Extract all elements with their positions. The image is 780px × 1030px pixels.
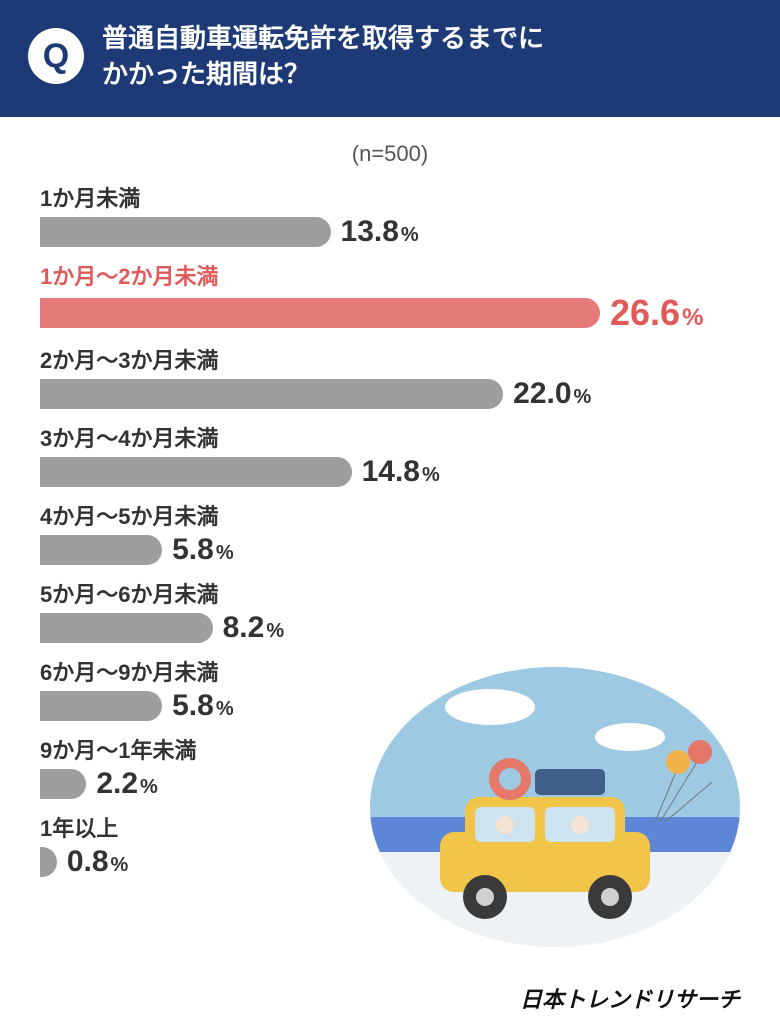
bar-fill [40, 691, 162, 721]
bar-label: 1か月～2か月未満 [40, 259, 740, 291]
bar-item: 5か月～6か月未満 8.2% [40, 577, 740, 643]
bar-fill [40, 847, 57, 877]
bar-value: 2.2% [96, 769, 158, 799]
bar-row: 14.8% [40, 457, 740, 487]
bar-row: 22.0% [40, 379, 740, 409]
bar-label: 5か月～6か月未満 [40, 577, 740, 609]
bar-value: 14.8% [362, 457, 440, 487]
bar-fill [40, 379, 503, 409]
bar-fill [40, 217, 331, 247]
bar-fill [40, 769, 86, 799]
bar-item: 1か月未満 13.8% [40, 181, 740, 247]
bar-label: 4か月～5か月未満 [40, 499, 740, 531]
bar-item: 3か月～4か月未満 14.8% [40, 421, 740, 487]
bar-value: 26.6% [610, 295, 703, 331]
bar-fill [40, 298, 600, 328]
sample-size-label: (n=500) [40, 141, 740, 167]
bar-item: 6か月～9か月未満 5.8% [40, 655, 740, 721]
bar-label: 6か月～9か月未満 [40, 655, 740, 687]
bar-row: 13.8% [40, 217, 740, 247]
bar-row: 5.8% [40, 535, 740, 565]
q-badge-icon: Q [28, 28, 84, 84]
bar-value: 5.8% [172, 535, 234, 565]
bar-item: 9か月～1年未満 2.2% [40, 733, 740, 799]
bar-row: 2.2% [40, 769, 740, 799]
bar-label: 1か月未満 [40, 181, 740, 213]
chart-content: (n=500) 1か月未満 13.8% 1か月～2か月未満 26.6% 2か月～3か月未… [0, 117, 780, 877]
bar-value: 22.0% [513, 379, 591, 409]
bar-item: 4か月～5か月未満 5.8% [40, 499, 740, 565]
bar-label: 2か月～3か月未満 [40, 343, 740, 375]
bar-item: 1年以上 0.8% [40, 811, 740, 877]
bar-item: 1か月～2か月未満 26.6% [40, 259, 740, 331]
bar-chart: 1か月未満 13.8% 1か月～2か月未満 26.6% 2か月～3か月未満 22.0% 3か… [40, 181, 740, 877]
bar-row: 8.2% [40, 613, 740, 643]
bar-label: 3か月～4か月未満 [40, 421, 740, 453]
bar-fill [40, 613, 213, 643]
bar-label: 9か月～1年未満 [40, 733, 740, 765]
bar-fill [40, 535, 162, 565]
bar-value: 13.8% [341, 217, 419, 247]
question-header: Q 普通自動車運転免許を取得するまでにかかった期間は？ [0, 0, 780, 117]
bar-row: 0.8% [40, 847, 740, 877]
question-title: 普通自動車運転免許を取得するまでにかかった期間は？ [102, 20, 544, 93]
source-attribution: 日本トレンドリサーチ [520, 982, 740, 1014]
bar-item: 2か月～3か月未満 22.0% [40, 343, 740, 409]
bar-value: 0.8% [67, 847, 129, 877]
bar-label: 1年以上 [40, 811, 740, 843]
bar-fill [40, 457, 352, 487]
bar-row: 26.6% [40, 295, 740, 331]
bar-row: 5.8% [40, 691, 740, 721]
bar-value: 8.2% [223, 613, 285, 643]
bar-value: 5.8% [172, 691, 234, 721]
